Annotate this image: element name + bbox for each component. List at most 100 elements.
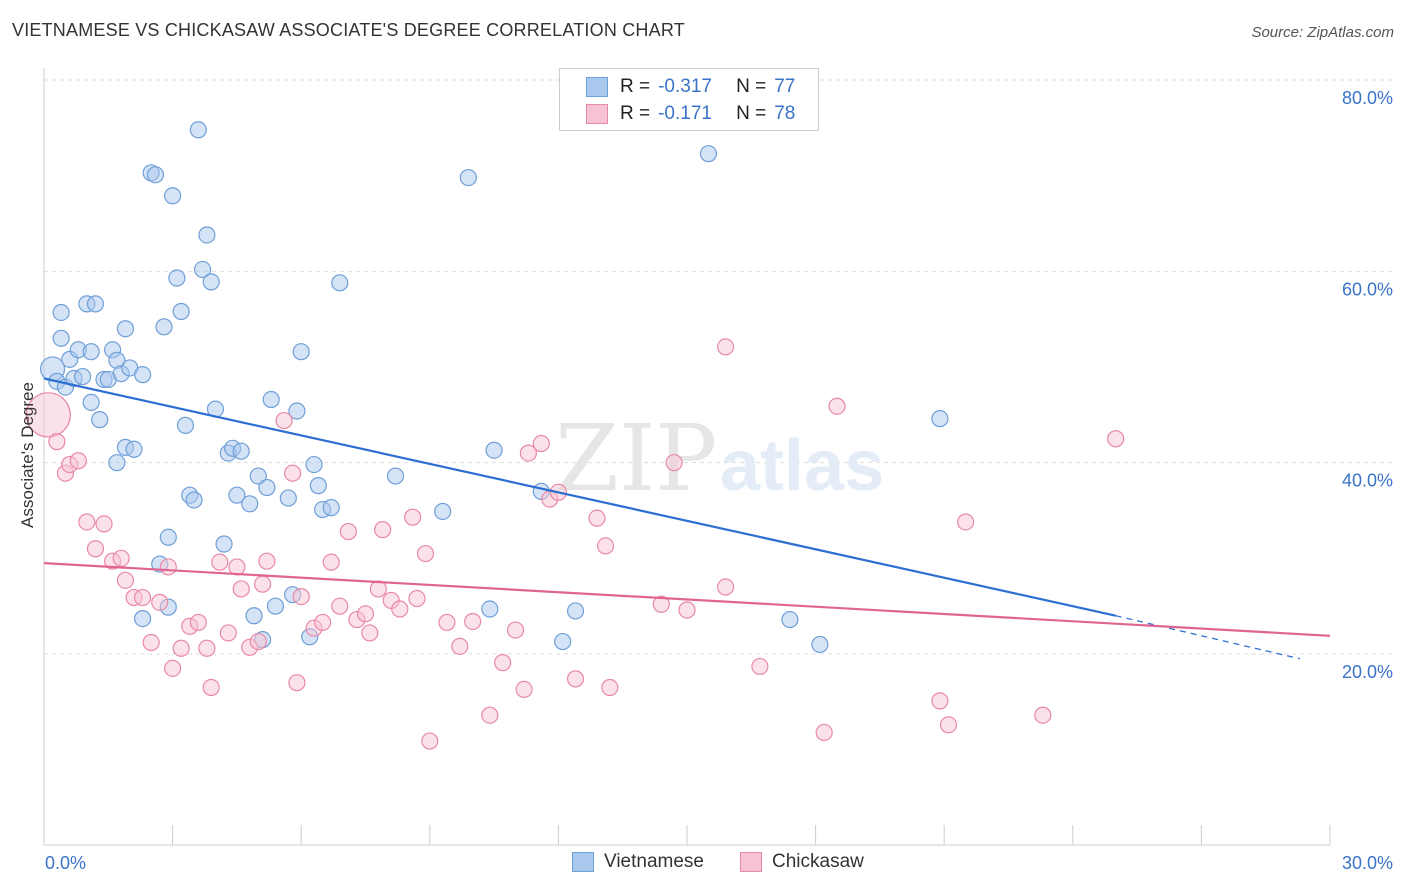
vietnamese-point (86, 295, 105, 313)
chickasaw-point (211, 553, 229, 571)
y-tick-label: 40.0% (1342, 471, 1393, 491)
correlation-legend: R = -0.317 N = 77 R = -0.171 N = 78 (559, 68, 819, 131)
chart-title: VIETNAMESE VS CHICKASAW ASSOCIATE'S DEGR… (12, 20, 685, 40)
chickasaw-point (331, 597, 349, 615)
r-label: R = (620, 76, 651, 97)
chickasaw-point (249, 632, 267, 651)
chickasaw-point (95, 515, 113, 533)
legend-swatch-chickasaw (586, 104, 608, 124)
vietnamese-point (249, 467, 267, 485)
chickasaw-point (678, 601, 696, 619)
vietnamese-point (232, 442, 250, 460)
trend-lines (43, 377, 1331, 660)
vietnamese-point (198, 226, 216, 244)
chickasaw-point (815, 723, 833, 742)
vietnamese-point (176, 416, 195, 434)
vietnamese-point (554, 632, 572, 651)
chickasaw-point (716, 338, 735, 356)
chickasaw-point (219, 624, 237, 642)
chickasaw-point (665, 454, 683, 472)
chickasaw-point (69, 452, 87, 470)
bottom-swatch-vietnamese (572, 852, 594, 872)
vietnamese-trend-extension (1115, 615, 1301, 660)
chickasaw-point (481, 706, 499, 724)
chickasaw-point (292, 587, 310, 606)
chickasaw-point (566, 670, 585, 688)
series-name-chickasaw: Chickasaw (772, 851, 864, 872)
r-value: -0.317 (658, 76, 712, 97)
chickasaw-point (716, 578, 735, 596)
vietnamese-point (485, 441, 503, 459)
chickasaw-point (596, 537, 615, 555)
vietnamese-point (194, 260, 212, 279)
chickasaw-point (78, 513, 96, 531)
axes (43, 68, 1331, 846)
vietnamese-point (258, 478, 276, 497)
chickasaw-point (275, 411, 293, 430)
vietnamese-point (459, 168, 477, 187)
vietnamese-point (159, 528, 177, 546)
chickasaw-point (189, 613, 207, 632)
y-axis-label: Associate's Degree (18, 382, 37, 528)
vietnamese-point (73, 367, 92, 386)
vietnamese-point (202, 273, 220, 291)
chickasaw-point (421, 732, 439, 750)
chickasaw-point (931, 692, 949, 710)
n-label: N = (736, 76, 767, 97)
vietnamese-points (39, 121, 949, 654)
chickasaw-point (939, 716, 958, 734)
vietnamese-point (699, 145, 718, 163)
chickasaw-point (164, 659, 182, 677)
r-value: -0.171 (658, 103, 712, 124)
chickasaw-point (494, 654, 512, 672)
vietnamese-point (155, 318, 173, 336)
chickasaw-point (198, 639, 216, 657)
tick-labels: 20.0% 40.0% 60.0% 80.0% 0.0% 30.0% (45, 88, 1393, 873)
chickasaw-point (451, 637, 469, 655)
chickasaw-point (322, 553, 340, 571)
vietnamese-point (82, 343, 100, 361)
r-label: R = (620, 103, 651, 124)
vietnamese-point (133, 366, 152, 384)
chickasaw-point (404, 508, 422, 526)
vietnamese-point (386, 467, 405, 485)
vietnamese-point (133, 610, 152, 628)
chickasaw-point (232, 580, 250, 598)
n-value: 77 (774, 76, 796, 97)
chickasaw-point (391, 600, 409, 618)
vietnamese-point (781, 610, 799, 629)
vietnamese-point (91, 411, 109, 429)
chickasaw-point (133, 588, 152, 607)
chickasaw-points (25, 338, 1125, 750)
chickasaw-point (506, 621, 525, 639)
bottom-legend-vietnamese: Vietnamese (572, 851, 704, 873)
vietnamese-point (279, 489, 297, 507)
vietnamese-point (108, 454, 126, 472)
vietnamese-point (189, 121, 207, 139)
chickasaw-point (1034, 706, 1052, 724)
vietnamese-trend-line (43, 377, 1116, 617)
vietnamese-point (52, 329, 70, 347)
chickasaw-point (314, 613, 332, 632)
vietnamese-point (292, 343, 310, 361)
grid-lines (44, 79, 1392, 655)
chickasaw-point (828, 397, 846, 415)
legend-row-chickasaw: R = -0.171 N = 78 (586, 102, 795, 126)
chickasaw-point (116, 571, 135, 589)
chickasaw-point (1107, 430, 1125, 448)
vietnamese-point (82, 393, 100, 411)
legend-row-vietnamese: R = -0.317 N = 77 (586, 75, 795, 99)
chickasaw-point (142, 633, 160, 652)
bottom-swatch-chickasaw (740, 852, 762, 872)
chickasaw-point (361, 624, 379, 642)
chickasaw-point (438, 613, 456, 632)
chickasaw-point (356, 605, 375, 623)
n-value: 78 (774, 103, 796, 124)
vietnamese-point (52, 303, 70, 322)
chickasaw-point (151, 593, 169, 611)
vietnamese-point (322, 499, 340, 517)
vietnamese-point (185, 491, 203, 509)
chickasaw-point (159, 558, 177, 576)
chickasaw-point (112, 549, 130, 567)
vietnamese-point (811, 635, 829, 654)
